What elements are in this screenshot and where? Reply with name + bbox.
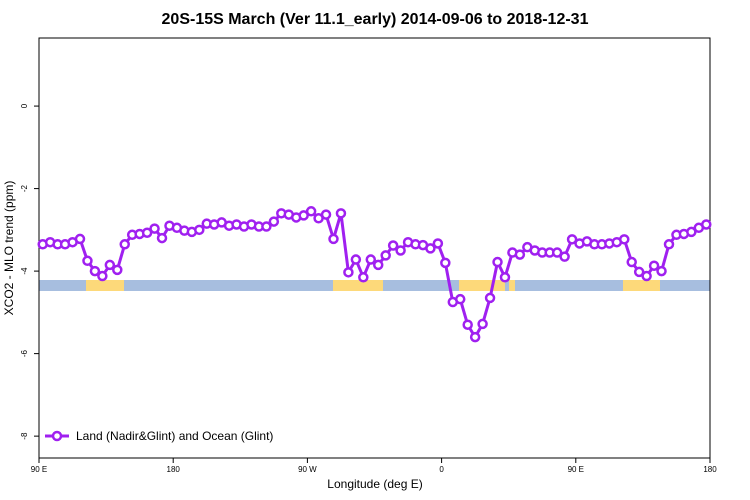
point (97, 270, 108, 282)
point (119, 239, 130, 250)
point (432, 238, 444, 249)
point (141, 227, 153, 238)
point (112, 264, 123, 276)
legend-label: Land (Nadir&Glint) and Ocean (Glint) (76, 429, 273, 443)
point (74, 233, 86, 245)
point (462, 319, 473, 330)
point (551, 247, 563, 258)
land-band (86, 280, 124, 291)
point (484, 292, 496, 304)
land-band (459, 280, 505, 291)
point (358, 272, 369, 283)
point (305, 206, 317, 217)
point (656, 265, 667, 277)
legend-marker (51, 430, 63, 442)
y-tick-label: -2 (20, 184, 29, 192)
y-tick-label: -4 (20, 267, 29, 275)
point (82, 255, 93, 267)
land-band (333, 280, 383, 291)
y-tick-label: -8 (20, 432, 29, 440)
point (335, 208, 347, 219)
point (328, 233, 339, 245)
point (425, 243, 436, 254)
x-tick-label: 90 E (31, 465, 47, 474)
point (469, 331, 481, 343)
point (320, 209, 332, 220)
point (559, 251, 570, 262)
point (626, 256, 637, 268)
point (648, 260, 660, 271)
y-axis-label: XCO2 - MLO trend (ppm) (2, 181, 16, 316)
land-band (509, 280, 515, 291)
point (395, 245, 406, 256)
point (499, 272, 511, 283)
point (156, 232, 168, 244)
point (477, 318, 488, 330)
x-tick-label: 0 (439, 465, 444, 474)
point (663, 239, 675, 250)
point (89, 265, 101, 277)
point (641, 270, 652, 282)
point (514, 249, 526, 260)
point (350, 254, 362, 265)
y-tick-label: -6 (20, 350, 29, 358)
surface-band (39, 280, 710, 291)
point (343, 267, 354, 278)
point (701, 219, 712, 230)
point (268, 216, 280, 227)
point (686, 226, 697, 238)
point (149, 223, 160, 234)
x-tick-label: 180 (167, 465, 181, 474)
point (492, 256, 503, 268)
point (566, 234, 578, 245)
x-tick-label: 90 E (568, 465, 584, 474)
point (194, 224, 205, 236)
point (380, 250, 391, 261)
plot-frame (38, 37, 711, 459)
y-tick-label: 0 (20, 103, 29, 108)
point (261, 221, 272, 232)
point (633, 266, 645, 278)
point (387, 240, 399, 251)
point (440, 257, 451, 269)
point (104, 259, 116, 271)
x-tick-label: 180 (703, 465, 717, 474)
point (365, 254, 377, 265)
point (372, 259, 384, 271)
x-axis-label: Longitude (deg E) (327, 477, 422, 491)
point (298, 210, 309, 221)
point (454, 293, 466, 305)
x-tick-label: 90 W (298, 465, 317, 474)
point (619, 234, 630, 245)
land-band (623, 280, 660, 291)
chart-title: 20S-15S March (Ver 11.1_early) 2014-09-0… (162, 11, 589, 28)
